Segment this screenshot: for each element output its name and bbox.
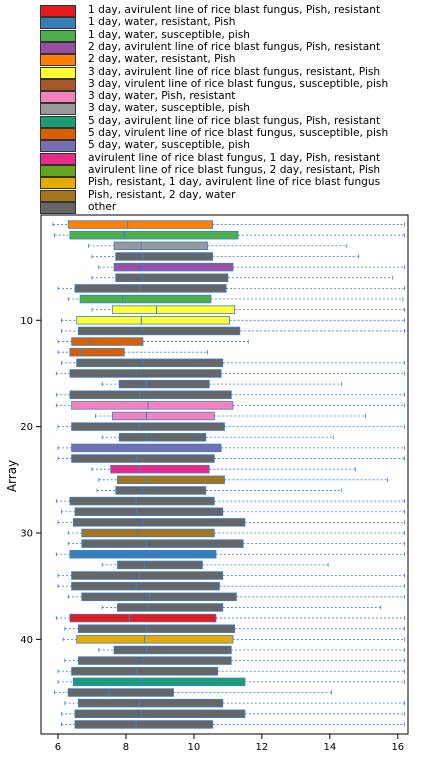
box-rect	[77, 698, 224, 708]
box-rect	[69, 613, 217, 623]
x-tick-label: 10	[188, 742, 201, 753]
y-tick-label: 20	[20, 422, 33, 433]
box-rect	[69, 550, 217, 559]
box-rect	[115, 252, 214, 261]
legend-swatch	[40, 41, 76, 54]
box-rect	[118, 433, 207, 442]
x-tick-label: 12	[256, 742, 269, 753]
box-rect	[67, 688, 174, 697]
box-rect	[76, 635, 234, 644]
boxplot-chart: 6 8 10 12 14 16 10 20 30 40 Array	[5, 214, 409, 753]
x-tick-label: 6	[55, 742, 61, 753]
legend-swatch	[40, 54, 76, 67]
box-rect	[69, 390, 232, 399]
box-rect	[69, 496, 215, 506]
box-rect	[74, 709, 246, 719]
box-rect	[81, 592, 237, 602]
box-rect	[74, 507, 224, 516]
x-axis: 6 8 10 12 14 16	[55, 734, 404, 753]
legend-label: other	[88, 200, 117, 213]
legend-label: 3 day, avirulent line of rice blast fung…	[88, 65, 381, 78]
box-rect	[113, 241, 208, 251]
legend-label: 3 day, water, susceptible, pish	[88, 102, 250, 115]
box-rect	[71, 571, 224, 580]
box-rect	[79, 294, 212, 304]
box-rect	[76, 316, 230, 325]
legend-label: Pish, resistant, 1 day, avirulent line o…	[88, 176, 381, 189]
legend-swatch	[40, 201, 76, 214]
legend-label: avirulent line of rice blast fungus, 2 d…	[88, 163, 381, 176]
legend-swatch	[40, 29, 76, 42]
legend-label: 1 day, water, susceptible, pish	[88, 28, 250, 41]
legend-swatch	[40, 189, 76, 202]
box-rect	[118, 379, 210, 389]
box-rect	[77, 326, 241, 336]
box-rect	[117, 603, 224, 612]
box-rect	[81, 539, 244, 548]
legend-label: 5 day, avirulent line of rice blast fung…	[88, 114, 381, 127]
legend-swatch	[40, 152, 76, 165]
box-rect	[76, 358, 224, 368]
box-rect	[71, 581, 220, 591]
chart-legend: 1 day, avirulent line of rice blast fung…	[0, 0, 432, 214]
box-rect	[113, 645, 232, 655]
box-rect	[77, 656, 232, 665]
box-rect	[67, 220, 214, 229]
box-rect	[115, 486, 207, 495]
box-rect	[111, 411, 215, 421]
legend-swatch	[40, 177, 76, 190]
box-rect	[74, 284, 227, 293]
legend-swatch	[40, 91, 76, 104]
y-axis: 10 20 30 40	[20, 316, 41, 646]
box-rect	[72, 677, 246, 687]
legend-swatch	[40, 17, 76, 30]
legend-label: 1 day, avirulent line of rice blast fung…	[88, 4, 381, 16]
y-tick-label: 40	[20, 635, 33, 646]
box-rect	[69, 347, 125, 357]
y-tick-label: 30	[20, 528, 33, 539]
legend-label: 5 day, water, susceptible, pish	[88, 139, 250, 152]
box-rect	[74, 720, 214, 729]
box-rect	[81, 528, 215, 538]
legend-label: avirulent line of rice blast fungus, 1 d…	[88, 151, 381, 164]
x-tick-label: 14	[323, 742, 336, 753]
box-rect	[71, 667, 219, 676]
box-rect	[77, 624, 236, 633]
legend-label: 1 day, water, resistant, Pish	[88, 16, 236, 29]
box-rect	[69, 369, 222, 378]
box-rect	[72, 518, 246, 527]
box-rect	[71, 454, 215, 463]
x-tick-label: 8	[123, 742, 129, 753]
plot-frame	[40, 214, 409, 735]
box-rect	[113, 262, 234, 272]
box-series	[52, 220, 406, 729]
box-rect	[110, 464, 210, 474]
legend-label: 2 day, avirulent line of rice blast fung…	[88, 40, 381, 53]
legend-swatch	[40, 164, 76, 177]
box-rect	[115, 273, 229, 282]
box-rect	[71, 401, 234, 410]
legend-label: 3 day, virulent line of rice blast fungu…	[88, 77, 389, 90]
y-tick-label: 10	[20, 316, 33, 327]
legend-label: 2 day, water, resistant, Pish	[88, 53, 236, 66]
legend-swatch	[40, 128, 76, 140]
legend-label: Pish, resistant, 2 day, water	[88, 188, 236, 201]
box-rect	[117, 475, 225, 485]
box-rect	[111, 305, 236, 314]
box-rect	[71, 337, 144, 346]
legend-swatch	[40, 103, 76, 116]
box-rect	[69, 230, 239, 240]
legend-swatch	[40, 66, 76, 79]
box-rect	[117, 560, 203, 570]
legend-label: 3 day, water, Pish, resistant	[88, 90, 236, 103]
box-rect	[71, 443, 222, 453]
legend-swatch	[40, 140, 76, 153]
legend-swatch	[40, 78, 76, 91]
y-axis-label: Array	[5, 460, 19, 492]
x-tick-label: 16	[391, 742, 404, 753]
legend-swatch	[40, 5, 76, 17]
legend-label: 5 day, virulent line of rice blast fungu…	[88, 127, 389, 139]
box-rect	[71, 422, 225, 431]
legend-swatch	[40, 115, 76, 128]
